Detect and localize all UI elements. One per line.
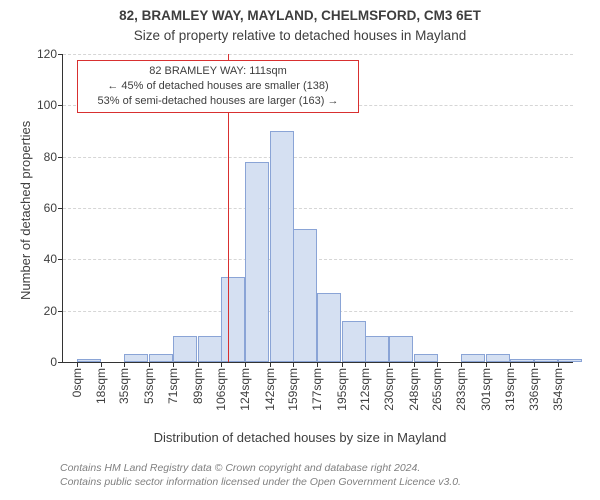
x-tick-label: 124sqm: [238, 368, 252, 411]
histogram-bar: [342, 321, 366, 362]
grid-line: [63, 54, 573, 55]
x-tick-mark: [149, 362, 150, 367]
histogram-bar: [77, 359, 101, 362]
x-tick-mark: [389, 362, 390, 367]
x-tick-label: 283sqm: [454, 368, 468, 411]
histogram-bar: [389, 336, 413, 362]
x-tick-mark: [534, 362, 535, 367]
histogram-bar: [293, 229, 317, 362]
x-tick-mark: [437, 362, 438, 367]
footer-line2: Contains public sector information licen…: [60, 476, 461, 490]
grid-line: [63, 157, 573, 158]
x-tick-label: 265sqm: [430, 368, 444, 411]
histogram-bar: [365, 336, 389, 362]
x-tick-mark: [77, 362, 78, 367]
footer-text: Contains HM Land Registry data © Crown c…: [60, 462, 461, 489]
x-tick-mark: [221, 362, 222, 367]
x-tick-mark: [198, 362, 199, 367]
x-tick-label: 248sqm: [407, 368, 421, 411]
x-tick-label: 106sqm: [214, 368, 228, 411]
x-tick-mark: [293, 362, 294, 367]
y-tick-label: 40: [44, 252, 63, 266]
annotation-line: 82 BRAMLEY WAY: 111sqm: [84, 64, 352, 79]
x-tick-label: 195sqm: [335, 368, 349, 411]
y-tick-label: 20: [44, 304, 63, 318]
x-tick-label: 159sqm: [286, 368, 300, 411]
x-tick-mark: [342, 362, 343, 367]
x-tick-mark: [173, 362, 174, 367]
x-tick-label: 336sqm: [527, 368, 541, 411]
x-tick-label: 319sqm: [503, 368, 517, 411]
chart-title-line1: 82, BRAMLEY WAY, MAYLAND, CHELMSFORD, CM…: [0, 8, 600, 23]
grid-line: [63, 259, 573, 260]
y-tick-label: 0: [50, 355, 63, 369]
x-axis-label: Distribution of detached houses by size …: [0, 430, 600, 445]
histogram-bar: [245, 162, 269, 362]
footer-line1: Contains HM Land Registry data © Crown c…: [60, 462, 461, 476]
histogram-bar: [510, 359, 534, 362]
histogram-bar: [149, 354, 173, 362]
x-tick-mark: [245, 362, 246, 367]
x-tick-mark: [101, 362, 102, 367]
x-tick-mark: [486, 362, 487, 367]
x-tick-label: 35sqm: [117, 368, 131, 404]
x-tick-label: 71sqm: [166, 368, 180, 404]
y-axis-label: Number of detached properties: [18, 121, 33, 300]
annotation-line: 53% of semi-detached houses are larger (…: [84, 94, 352, 109]
plot-area: 0204060801001200sqm18sqm35sqm53sqm71sqm8…: [62, 54, 573, 363]
histogram-bar: [414, 354, 438, 362]
histogram-bar: [270, 131, 294, 362]
x-tick-mark: [510, 362, 511, 367]
histogram-bar: [198, 336, 222, 362]
x-tick-mark: [461, 362, 462, 367]
x-tick-label: 89sqm: [191, 368, 205, 404]
x-tick-label: 354sqm: [551, 368, 565, 411]
x-tick-mark: [270, 362, 271, 367]
x-tick-mark: [414, 362, 415, 367]
x-tick-mark: [317, 362, 318, 367]
histogram-bar: [486, 354, 510, 362]
x-tick-label: 301sqm: [479, 368, 493, 411]
x-tick-mark: [558, 362, 559, 367]
x-tick-mark: [124, 362, 125, 367]
y-tick-label: 120: [37, 47, 63, 61]
histogram-bar: [221, 277, 245, 362]
x-tick-label: 212sqm: [358, 368, 372, 411]
y-tick-label: 60: [44, 201, 63, 215]
grid-line: [63, 208, 573, 209]
histogram-bar: [124, 354, 148, 362]
histogram-bar: [534, 359, 558, 362]
chart-container: { "chart": { "type": "histogram", "width…: [0, 0, 600, 500]
y-tick-label: 80: [44, 150, 63, 164]
x-tick-label: 230sqm: [382, 368, 396, 411]
x-tick-label: 177sqm: [310, 368, 324, 411]
annotation-line: ← 45% of detached houses are smaller (13…: [84, 79, 352, 94]
x-tick-mark: [365, 362, 366, 367]
x-tick-label: 18sqm: [94, 368, 108, 404]
x-tick-label: 142sqm: [263, 368, 277, 411]
histogram-bar: [461, 354, 485, 362]
histogram-bar: [173, 336, 197, 362]
histogram-bar: [317, 293, 341, 362]
x-tick-label: 0sqm: [70, 368, 84, 397]
x-tick-label: 53sqm: [142, 368, 156, 404]
annotation-box: 82 BRAMLEY WAY: 111sqm← 45% of detached …: [77, 60, 359, 113]
y-tick-label: 100: [37, 98, 63, 112]
histogram-bar: [558, 359, 582, 362]
chart-title-line2: Size of property relative to detached ho…: [0, 28, 600, 43]
